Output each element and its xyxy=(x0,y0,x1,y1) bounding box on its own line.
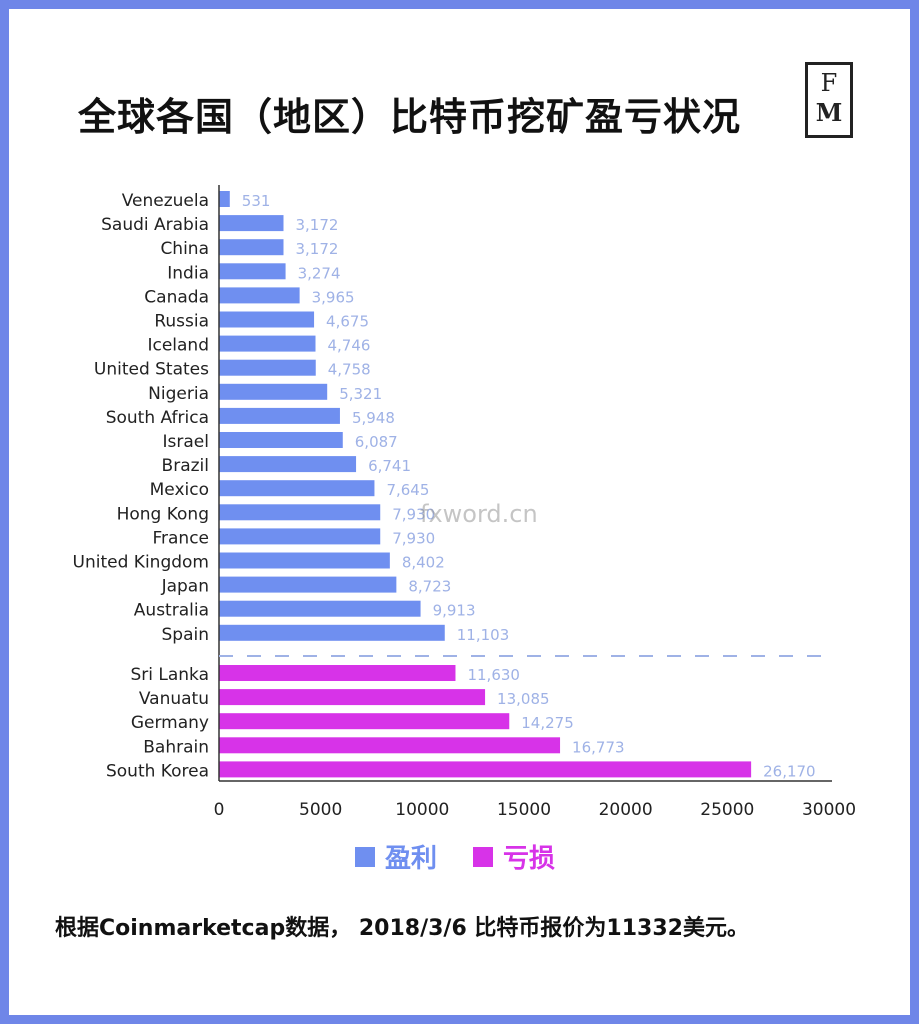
bar-united-kingdom xyxy=(219,552,390,569)
bar-bahrain xyxy=(219,737,561,754)
bar-spain xyxy=(219,624,445,641)
category-label: Sri Lanka xyxy=(130,665,209,685)
x-tick-label: 25000 xyxy=(700,800,754,820)
fm-logo: F M xyxy=(805,62,853,138)
category-label: South Africa xyxy=(106,408,209,428)
bar-china xyxy=(219,239,284,256)
legend-item-profit: 盈利 xyxy=(355,838,437,875)
bar-india xyxy=(219,263,286,280)
value-label: 8,723 xyxy=(408,578,451,596)
bar-hong-kong xyxy=(219,504,381,521)
category-label: Germany xyxy=(131,713,209,733)
x-tick-label: 20000 xyxy=(599,800,653,820)
value-label: 6,741 xyxy=(368,457,411,475)
page-title: 全球各国（地区）比特币挖矿盈亏状况 xyxy=(78,95,742,139)
bar-iceland xyxy=(219,335,316,352)
x-tick-label: 0 xyxy=(214,800,225,820)
bar-russia xyxy=(219,311,315,328)
value-label: 26,170 xyxy=(763,762,816,780)
bar-nigeria xyxy=(219,383,328,400)
category-label: Russia xyxy=(154,312,209,332)
bar-israel xyxy=(219,432,343,448)
category-label: United States xyxy=(94,360,209,380)
bar-south-africa xyxy=(219,407,340,424)
value-label: 11,103 xyxy=(457,626,510,644)
category-label: China xyxy=(160,239,209,259)
x-tick-label: 5000 xyxy=(299,800,342,820)
category-label: Canada xyxy=(144,287,209,307)
x-tick-label: 10000 xyxy=(395,800,449,820)
legend-label-profit: 盈利 xyxy=(385,844,438,874)
category-label: Israel xyxy=(163,432,209,452)
legend-swatch-profit xyxy=(355,846,375,867)
value-label: 4,758 xyxy=(328,361,371,379)
category-label: United Kingdom xyxy=(73,553,209,573)
logo-letter-f: F xyxy=(820,69,838,97)
x-tick-label: 30000 xyxy=(802,800,856,820)
value-label: 14,275 xyxy=(521,714,574,732)
bar-saudi-arabia xyxy=(219,215,284,232)
category-label: Bahrain xyxy=(143,737,209,757)
bar-vanuatu xyxy=(219,689,486,706)
legend-item-loss: 亏损 xyxy=(473,838,555,875)
category-label: Australia xyxy=(134,601,209,621)
category-label: Spain xyxy=(162,625,210,645)
category-label: Vanuatu xyxy=(139,689,209,709)
bar-sri-lanka xyxy=(219,665,456,681)
bar-united-states xyxy=(219,359,316,376)
legend-swatch-loss xyxy=(473,846,494,867)
value-label: 5,948 xyxy=(352,409,395,427)
bar-venezuela xyxy=(219,191,230,207)
category-label: Saudi Arabia xyxy=(101,215,209,235)
value-label: 6,087 xyxy=(355,433,398,451)
value-label: 7,930 xyxy=(392,529,435,547)
bar-mexico xyxy=(219,480,375,497)
value-label: 4,675 xyxy=(326,313,369,331)
watermark: fxword.cn xyxy=(420,500,538,528)
category-label: Nigeria xyxy=(148,384,209,404)
bar-south-korea xyxy=(219,761,752,778)
bar-australia xyxy=(219,600,421,617)
value-label: 11,630 xyxy=(467,666,520,684)
category-label: Brazil xyxy=(162,456,209,476)
category-label: Mexico xyxy=(150,480,209,500)
value-label: 13,085 xyxy=(497,690,549,708)
value-label: 16,773 xyxy=(572,738,625,756)
value-label: 4,746 xyxy=(328,337,371,355)
logo-letter-m: M xyxy=(815,98,843,127)
value-label: 9,913 xyxy=(433,602,476,620)
value-label: 3,172 xyxy=(295,216,338,234)
chart-card xyxy=(9,9,910,1015)
footnote: 根据Coinmarketcap数据， 2018/3/6 比特币报价为11332美… xyxy=(55,916,749,941)
chart-legend: 盈利 亏损 xyxy=(355,838,579,875)
bar-japan xyxy=(219,576,397,593)
value-label: 5,321 xyxy=(339,385,382,403)
category-label: India xyxy=(167,263,209,283)
value-label: 3,274 xyxy=(298,264,341,282)
value-label: 531 xyxy=(242,192,271,210)
value-label: 8,402 xyxy=(402,554,445,572)
category-label: Japan xyxy=(161,577,209,597)
bar-france xyxy=(219,528,381,545)
category-label: Venezuela xyxy=(122,191,209,211)
bar-germany xyxy=(219,713,510,730)
category-label: Iceland xyxy=(147,336,209,356)
bar-brazil xyxy=(219,456,357,473)
value-label: 7,645 xyxy=(386,481,429,499)
value-label: 7,930 xyxy=(392,505,435,523)
category-label: Hong Kong xyxy=(117,504,209,524)
legend-label-loss: 亏损 xyxy=(503,844,556,874)
value-label: 3,965 xyxy=(312,288,355,306)
bar-canada xyxy=(219,287,300,304)
category-label: South Korea xyxy=(106,761,209,781)
x-tick-label: 15000 xyxy=(497,800,551,820)
value-label: 3,172 xyxy=(295,240,338,258)
category-label: France xyxy=(152,528,209,548)
